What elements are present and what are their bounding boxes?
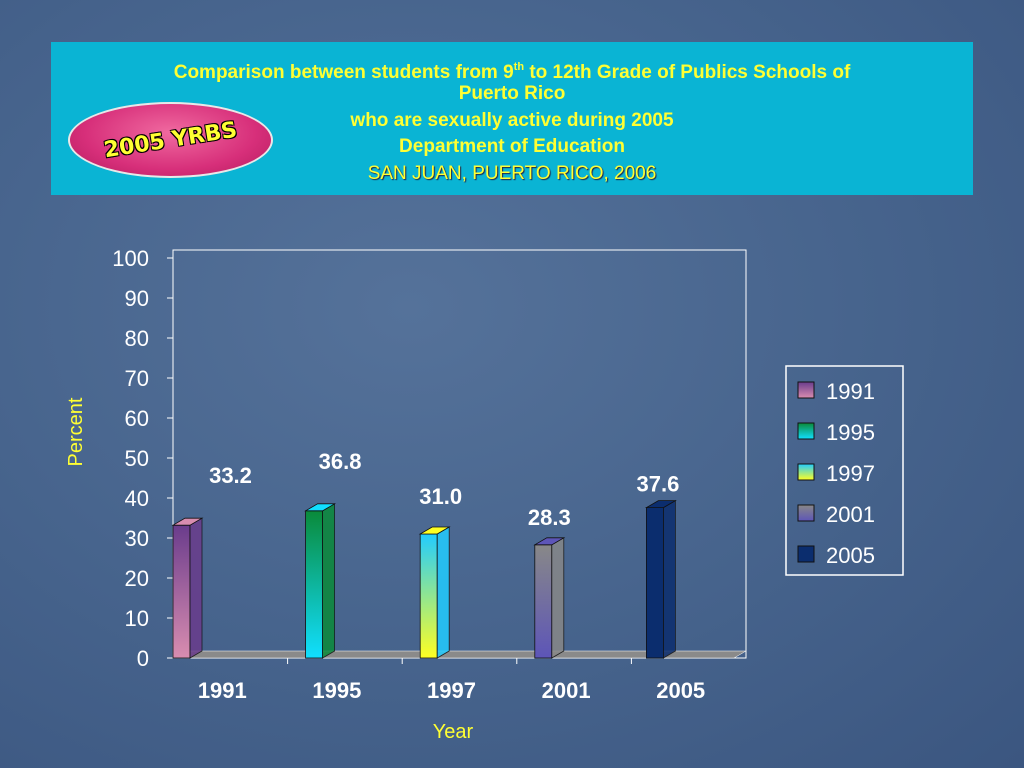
data-label-2005: 37.6	[636, 472, 679, 497]
bar-top-2005	[644, 500, 677, 509]
bar-side-1995	[322, 503, 336, 659]
x-tick-label: 2001	[542, 678, 591, 703]
y-tick-label: 20	[125, 566, 149, 591]
title-line-5: SAN JUAN, PUERTO RICO, 2006	[367, 163, 657, 184]
y-tick-label: 30	[125, 526, 149, 551]
bar-side-2001	[551, 537, 565, 659]
title-line-1: Comparison between students from 9th to …	[173, 61, 851, 83]
y-tick-label: 70	[125, 366, 149, 391]
y-tick-label: 50	[125, 446, 149, 471]
bar-top-1991	[171, 517, 204, 526]
yrbs-badge: 2005 YRBS	[68, 102, 273, 178]
bar-2001	[534, 544, 553, 659]
data-label-1995: 36.8	[319, 449, 362, 474]
legend-swatch-1997	[797, 463, 815, 481]
x-tick-label: 1997	[427, 678, 476, 703]
legend-label-2005: 2005	[826, 543, 875, 568]
legend-label-1995: 1995	[826, 420, 875, 445]
data-label-1997: 31.0	[419, 484, 462, 509]
bar-2005	[646, 507, 664, 659]
bar-1997	[419, 533, 438, 659]
x-tick-label: 1991	[198, 678, 247, 703]
legend-box	[785, 365, 904, 576]
bar-side-2005	[663, 499, 676, 659]
title-line-4: Department of Education	[399, 136, 625, 157]
bar-top-2001	[533, 537, 566, 546]
legend-swatch-2001	[797, 504, 815, 522]
legend-label-2001: 2001	[826, 502, 875, 527]
legend-label-1997: 1997	[826, 461, 875, 486]
data-label-2001: 28.3	[528, 505, 571, 530]
bar-top-1997	[418, 526, 451, 535]
y-tick-label: 40	[125, 486, 149, 511]
y-tick-label: 60	[125, 406, 149, 431]
y-tick-label: 90	[125, 286, 149, 311]
bar-top-1995	[304, 503, 337, 512]
y-tick-label: 100	[112, 246, 149, 271]
y-tick-label: 80	[125, 326, 149, 351]
bar-side-1997	[436, 526, 450, 659]
x-tick-label: 2005	[656, 678, 705, 703]
legend-swatch-2005	[797, 545, 815, 563]
legend-label-1991: 1991	[826, 379, 875, 404]
bar-1995	[305, 510, 324, 659]
x-axis-title: Year	[433, 721, 474, 743]
title-line-3: who are sexually active during 2005	[350, 110, 674, 131]
bar-side-1991	[189, 517, 203, 659]
y-tick-label: 10	[125, 606, 149, 631]
title-line-2: Puerto Rico	[458, 83, 566, 104]
x-tick-label: 1995	[312, 678, 361, 703]
y-axis-title: Percent	[65, 397, 87, 466]
legend-swatch-1995	[797, 422, 815, 440]
legend-swatch-1991	[797, 381, 815, 399]
y-tick-label: 0	[137, 646, 149, 671]
data-label-1991: 33.2	[209, 463, 252, 488]
legend: 1991 1995 1997 2001 2005	[785, 365, 904, 576]
bar-1991	[172, 524, 191, 659]
